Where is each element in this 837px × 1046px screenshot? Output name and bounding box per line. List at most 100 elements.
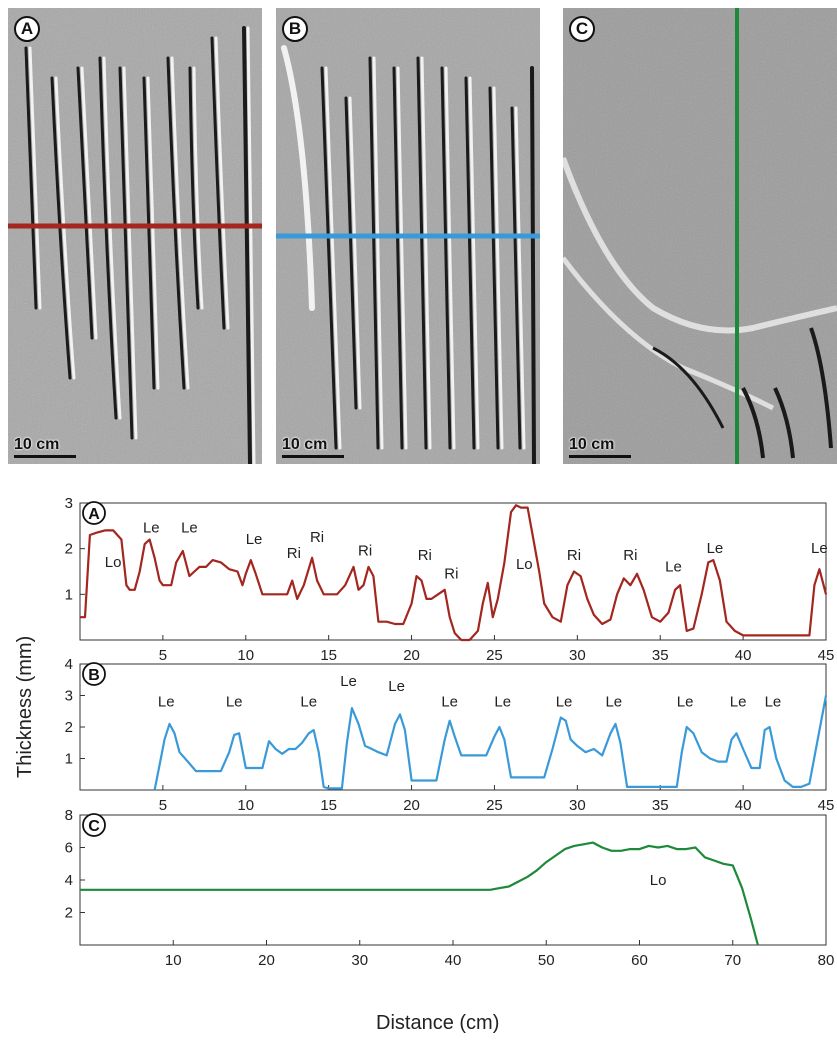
- annotation-b: Le: [677, 694, 694, 711]
- x-tick-label-c: 20: [258, 952, 275, 969]
- chart-badge-a: [82, 501, 106, 525]
- y-tick-label-c: 6: [65, 840, 73, 857]
- annotation-b: Le: [605, 694, 622, 711]
- x-axis-label: Distance (cm): [376, 1012, 500, 1034]
- bedform-c: [563, 156, 837, 459]
- plot-frame-c: [79, 814, 827, 946]
- y-tick-label-c: 8: [65, 807, 73, 824]
- y-tick-label-a: 3: [65, 495, 73, 512]
- plot-frame-a: [79, 502, 827, 641]
- y-tick-label-b: 1: [65, 751, 73, 768]
- y-tick-label-b: 4: [65, 656, 73, 673]
- relief-image-b: [276, 8, 540, 464]
- plot-frame-b: [79, 663, 827, 791]
- x-tick-label-a: 40: [735, 647, 752, 664]
- scale-bar-label-a: 10 cm: [14, 436, 60, 453]
- x-tick-label-b: 30: [569, 797, 586, 814]
- x-tick-label-a: 10: [237, 647, 254, 664]
- chart-badge-c: [82, 813, 106, 837]
- relief-image-c: [563, 8, 837, 464]
- annotation-b: Le: [340, 673, 357, 690]
- annotation-a: Lo: [105, 554, 122, 571]
- annotation-a: Le: [811, 540, 828, 557]
- x-tick-label-b: 45: [818, 797, 835, 814]
- chart-c: 10 20 30 40 50 60 70 80 2 4 6 8C Lo: [65, 807, 835, 969]
- x-tick-label-a: 30: [569, 647, 586, 664]
- chart-a: 5 10 15 20 25 30 35 40 45 1 2 3A Le Lo Le Le Ri Ri Ri Ri Ri L…: [65, 495, 835, 664]
- x-tick-label-c: 70: [724, 952, 741, 969]
- annotation-b: Le: [556, 694, 573, 711]
- chart-badge-label-b: B: [88, 667, 100, 684]
- chart-badge-b: [82, 662, 106, 686]
- x-tick-label-a: 35: [652, 647, 669, 664]
- annotation-b: Le: [300, 694, 317, 711]
- x-tick-label-c: 80: [818, 952, 835, 969]
- annotation-b: Le: [388, 678, 405, 695]
- annotation-a: Ri: [287, 545, 301, 562]
- x-tick-label-c: 30: [351, 952, 368, 969]
- x-tick-label-a: 15: [320, 647, 337, 664]
- relief-image-a: [8, 8, 262, 464]
- x-tick-label-a: 5: [159, 647, 167, 664]
- annotation-a: Ri: [310, 529, 324, 546]
- x-tick-label-a: 25: [486, 647, 503, 664]
- series-line-c: [80, 841, 759, 946]
- annotation-a: Lo: [516, 556, 533, 573]
- annotation-a: Le: [181, 520, 198, 537]
- chart-b: 5 10 15 20 25 30 35 40 45 1 2 3 4B Le Le Le Le Le Le Le Le Le…: [65, 656, 835, 814]
- annotation-a: Le: [665, 559, 682, 576]
- x-tick-label-c: 10: [165, 952, 182, 969]
- x-tick-label-c: 50: [538, 952, 555, 969]
- y-tick-label-c: 2: [65, 905, 73, 922]
- annotation-a: Ri: [418, 547, 432, 564]
- y-tick-label-a: 1: [65, 586, 73, 603]
- x-tick-label-b: 35: [652, 797, 669, 814]
- scale-bar-line-a: [14, 455, 76, 458]
- x-tick-label-a: 45: [818, 647, 835, 664]
- image-panel-c: C 10 cm: [563, 8, 837, 464]
- x-tick-label-b: 40: [735, 797, 752, 814]
- y-tick-label-c: 4: [65, 872, 73, 889]
- chart-badge-label-c: C: [88, 818, 100, 835]
- annotation-c: Lo: [650, 872, 667, 889]
- annotation-b: Le: [730, 694, 747, 711]
- x-tick-label-a: 20: [403, 647, 420, 664]
- panel-label-a: A: [14, 16, 40, 42]
- image-panel-a: A 10 cm: [8, 8, 262, 464]
- x-tick-label-b: 20: [403, 797, 420, 814]
- scale-bar-label-b: 10 cm: [282, 436, 328, 453]
- grooves-b: [281, 45, 536, 464]
- x-tick-label-b: 5: [159, 797, 167, 814]
- y-tick-label-b: 2: [65, 719, 73, 736]
- annotation-b: Le: [765, 694, 782, 711]
- panel-label-c: C: [569, 16, 595, 42]
- annotation-b: Le: [441, 694, 458, 711]
- annotation-a: Ri: [444, 565, 458, 582]
- chart-badge-label-a: A: [88, 506, 100, 523]
- scale-bar-line-c: [569, 455, 631, 458]
- annotation-b: Le: [158, 694, 175, 711]
- scale-bar-label-c: 10 cm: [569, 436, 615, 453]
- x-tick-label-b: 10: [237, 797, 254, 814]
- y-tick-label-b: 3: [65, 688, 73, 705]
- x-tick-label-c: 60: [631, 952, 648, 969]
- scale-bar-c: 10 cm: [569, 436, 631, 458]
- annotation-a: Ri: [623, 547, 637, 564]
- panel-label-b: B: [282, 16, 308, 42]
- annotation-a: Le: [143, 520, 160, 537]
- x-tick-label-b: 25: [486, 797, 503, 814]
- annotation-b: Le: [226, 694, 243, 711]
- annotation-b: Le: [494, 694, 511, 711]
- series-line-a: [80, 504, 828, 642]
- scale-bar-line-b: [282, 455, 344, 458]
- annotation-a: Ri: [567, 547, 581, 564]
- x-tick-label-b: 15: [320, 797, 337, 814]
- annotation-a: Ri: [358, 543, 372, 560]
- annotation-a: Le: [707, 540, 724, 557]
- image-panel-b: B 10 cm: [276, 8, 540, 464]
- y-tick-label-a: 2: [65, 541, 73, 558]
- x-tick-label-c: 40: [445, 952, 462, 969]
- scale-bar-b: 10 cm: [282, 436, 344, 458]
- y-axis-label: Thickness (mm): [14, 635, 36, 778]
